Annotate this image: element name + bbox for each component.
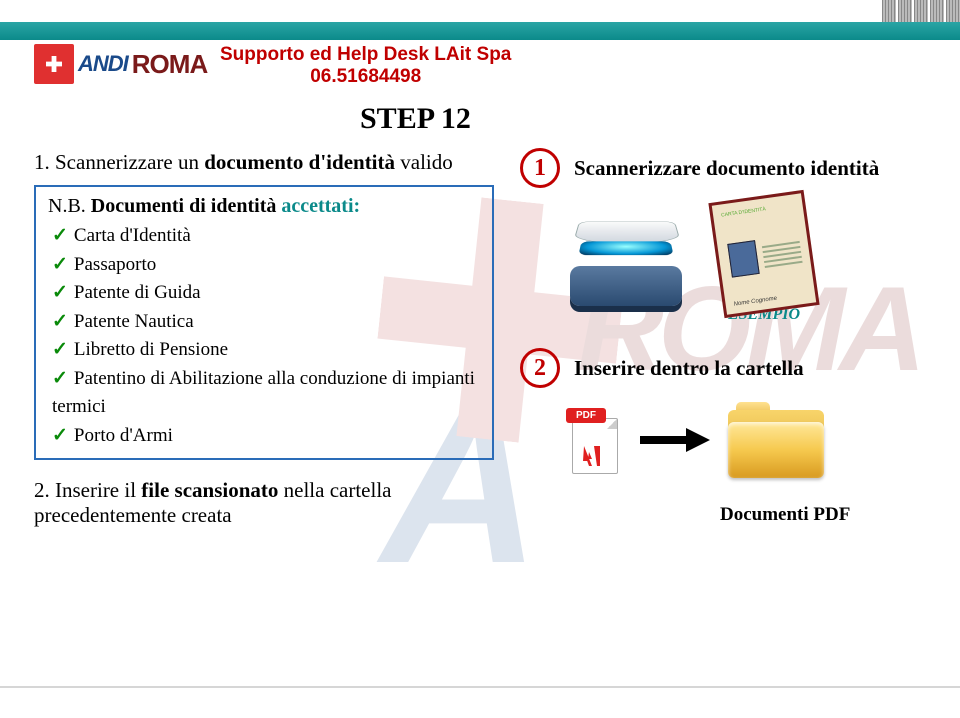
footer-rule — [0, 686, 960, 688]
step2-block: 2 Inserire dentro la cartella PDF Docume… — [520, 348, 940, 526]
step1-line: 1 Scannerizzare documento identità — [520, 148, 940, 188]
list-item: Libretto di Pensione — [52, 336, 480, 365]
header-bar — [0, 22, 960, 40]
step2-illustration: PDF — [566, 402, 940, 478]
left-column: 1. Scannerizzare un documento d'identità… — [34, 150, 494, 536]
nb-title: N.B. Documenti di identità accettati: — [48, 195, 480, 218]
item1: 1. Scannerizzare un documento d'identità… — [34, 150, 494, 175]
step2-circle: 2 — [520, 348, 560, 388]
folder-icon — [728, 402, 824, 478]
logo-andi-text: ANDI — [78, 51, 128, 77]
list-item: Passaporto — [52, 251, 480, 280]
support-line1: Supporto ed Help Desk LAit Spa — [220, 44, 511, 66]
slide: { "logo": {"andi": "ANDI", "roma": "ROMA… — [0, 0, 960, 718]
id-card-icon: CARTA D'IDENTITÀ Nome Cognome — [708, 190, 819, 318]
accepted-docs-list: Carta d'Identità Passaporto Patente di G… — [52, 222, 480, 450]
list-item: Carta d'Identità — [52, 222, 480, 251]
step2-label: Inserire dentro la cartella — [574, 356, 804, 381]
step-heading: STEP 12 — [360, 102, 471, 136]
item2: 2. Inserire il file scansionato nella ca… — [34, 478, 494, 528]
step2-line: 2 Inserire dentro la cartella — [520, 348, 940, 388]
list-item: Patente Nautica — [52, 308, 480, 337]
list-item: Patentino di Abilitazione alla conduzion… — [52, 365, 480, 422]
documents-pdf-label: Documenti PDF — [720, 504, 940, 526]
logo-cross-icon — [34, 44, 74, 84]
right-column: 1 Scannerizzare documento identità CARTA… — [520, 148, 940, 526]
logo: ANDI ROMA — [34, 44, 207, 84]
pdf-icon: PDF — [566, 408, 622, 472]
step1-label: Scannerizzare documento identità — [574, 156, 879, 181]
step1-illustration: CARTA D'IDENTITÀ Nome Cognome ESEMPIO — [566, 196, 940, 324]
scanner-icon — [566, 210, 686, 310]
adobe-icon — [580, 444, 604, 468]
support-line2: 06.51684498 — [220, 66, 511, 88]
step1-circle: 1 — [520, 148, 560, 188]
logo-roma-text: ROMA — [132, 49, 207, 80]
support-block: Supporto ed Help Desk LAit Spa 06.516844… — [220, 44, 511, 88]
nb-box: N.B. Documenti di identità accettati: Ca… — [34, 185, 494, 460]
arrow-icon — [640, 431, 710, 449]
list-item: Patente di Guida — [52, 279, 480, 308]
list-item: Porto d'Armi — [52, 422, 480, 451]
